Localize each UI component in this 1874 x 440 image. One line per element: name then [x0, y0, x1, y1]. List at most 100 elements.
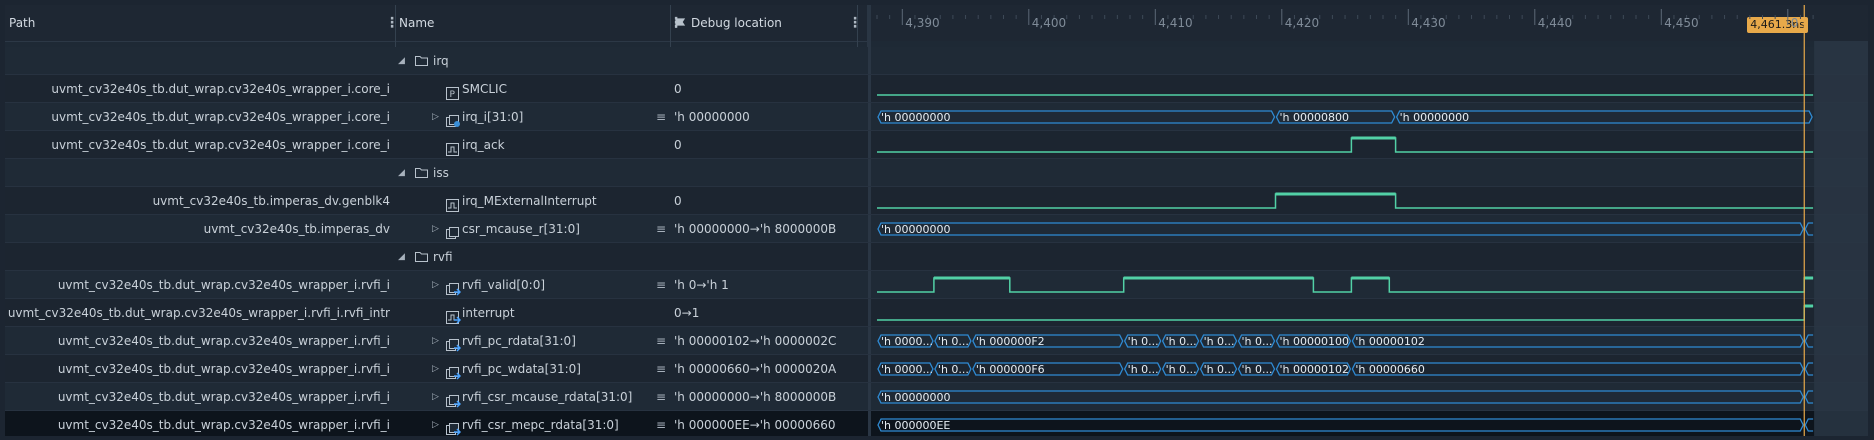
filter-icon[interactable]: ≡ — [656, 334, 667, 348]
signal-name-cell[interactable]: ▷ rvfi_csr_mcause_rdata[31:0] ≡ — [397, 383, 669, 411]
wave-pc-wdata-segment[interactable] — [1123, 362, 1162, 376]
ruler-tick-label: 4,390 — [905, 16, 939, 30]
waveform-scroll-edge[interactable] — [1814, 41, 1868, 436]
wave-pc-wdata-segment[interactable] — [1275, 362, 1352, 376]
signal-path: uvmt_cv32e40s_tb.dut_wrap.cv32e40s_wrapp… — [7, 306, 390, 320]
wave-pc-rdata-segment[interactable] — [1804, 334, 1814, 348]
wave-pc-rdata-segment[interactable] — [1123, 334, 1162, 348]
wave-csr-mcause-rdata-segment[interactable] — [1804, 390, 1814, 404]
signal-row[interactable]: uvmt_cv32e40s_tb.dut_wrap.cv32e40s_wrapp… — [5, 103, 868, 131]
wave-pc-wdata-segment[interactable] — [1237, 362, 1276, 376]
wave-pc-wdata-segment[interactable] — [877, 362, 934, 376]
wave-pc-wdata-segment[interactable] — [1351, 362, 1804, 376]
wave-pc-rdata-segment[interactable] — [1199, 334, 1238, 348]
filter-icon[interactable]: ≡ — [656, 418, 667, 432]
collapse-triangle-icon[interactable]: ◢ — [398, 168, 405, 178]
signal-name-cell[interactable]: P SMCLIC — [397, 75, 669, 103]
signal-row[interactable]: uvmt_cv32e40s_tb.dut_wrap.cv32e40s_wrapp… — [5, 327, 868, 355]
wave-csr-mcause-rdata-segment[interactable] — [877, 390, 1804, 404]
wave-pc-wdata-segment[interactable] — [1161, 362, 1200, 376]
signal-name: irq_i[31:0] — [462, 110, 524, 124]
wave-pc-wdata-segment[interactable] — [934, 362, 972, 376]
signal-row[interactable]: uvmt_cv32e40s_tb.dut_wrap.cv32e40s_wrapp… — [5, 271, 868, 299]
expand-triangle-icon[interactable]: ▷ — [432, 112, 439, 122]
debug-column-header[interactable]: Debug location — [691, 16, 782, 30]
wave-irq-i-value: 'h 00000000 — [1400, 111, 1469, 124]
wave-irq-i-value: 'h 00000000 — [881, 111, 950, 124]
filter-icon[interactable]: ≡ — [656, 278, 667, 292]
wave-pc-wdata-value: 'h 0... — [1204, 363, 1235, 376]
wave-pc-rdata-segment[interactable] — [972, 334, 1124, 348]
signal-name-cell[interactable]: irq_ack — [397, 131, 669, 159]
wave-pc-rdata-segment[interactable] — [1161, 334, 1200, 348]
signal-row[interactable]: uvmt_cv32e40s_tb.dut_wrap.cv32e40s_wrapp… — [5, 411, 868, 436]
wave-pc-rdata-value: 'h 0... — [938, 335, 969, 348]
filter-icon[interactable]: ≡ — [656, 390, 667, 404]
wave-irq-i-segment[interactable] — [877, 110, 1276, 124]
signal-name-cell[interactable]: ▷ rvfi_valid[0:0] ≡ — [397, 271, 669, 299]
name-column-header[interactable]: Name — [399, 16, 435, 30]
signal-row[interactable]: uvmt_cv32e40s_tb.dut_wrap.cv32e40s_wrapp… — [5, 131, 868, 159]
signal-row[interactable]: uvmt_cv32e40s_tb.imperas_dv.genblk4 irq_M… — [5, 187, 868, 215]
waveform-area[interactable]: 'h 00000000 'h 00000800 'h 00000000 'h 0000… — [871, 5, 1868, 436]
expand-triangle-icon[interactable]: ▷ — [432, 280, 439, 290]
wave-pc-rdata-value: 'h 0... — [1204, 335, 1235, 348]
signal-row[interactable]: uvmt_cv32e40s_tb.dut_wrap.cv32e40s_wrapp… — [5, 299, 868, 327]
collapse-triangle-icon[interactable]: ◢ — [398, 252, 405, 262]
debug-value: 0 — [674, 194, 682, 208]
wave-pc-rdata-segment[interactable] — [877, 334, 934, 348]
group-row-irq[interactable]: ◢ irq — [5, 47, 868, 75]
expand-triangle-icon[interactable]: ▷ — [432, 364, 439, 374]
waveform-row-bg — [871, 271, 1868, 299]
wave-mepc-rdata-segment[interactable] — [1804, 418, 1814, 432]
wave-irq-i-segment[interactable] — [1395, 110, 1813, 124]
filter-icon[interactable]: ≡ — [656, 110, 667, 124]
signal-path: uvmt_cv32e40s_tb.dut_wrap.cv32e40s_wrapp… — [57, 334, 390, 348]
filter-icon[interactable]: ≡ — [656, 362, 667, 376]
signal-name-cell[interactable]: ▷ rvfi_pc_rdata[31:0] ≡ — [397, 327, 669, 355]
waveform-row-bg — [871, 383, 1868, 411]
wave-pc-rdata-segment[interactable] — [1237, 334, 1276, 348]
expand-triangle-icon[interactable]: ▷ — [432, 336, 439, 346]
signal-name-cell[interactable]: interrupt — [397, 299, 669, 327]
wave-pc-rdata-segment[interactable] — [1275, 334, 1352, 348]
group-row-rvfi[interactable]: ◢ rvfi — [5, 243, 868, 271]
ruler-tick-label: 0 — [1791, 16, 1799, 30]
signal-path: uvmt_cv32e40s_tb.dut_wrap.cv32e40s_wrapp… — [57, 390, 390, 404]
signal-name-cell[interactable]: ▷ rvfi_csr_mepc_rdata[31:0] ≡ — [397, 411, 669, 436]
expand-triangle-icon[interactable]: ▷ — [432, 420, 439, 430]
debug-value: 'h 00000000→'h 8000000B — [674, 222, 837, 236]
path-column-menu-icon[interactable]: ⋮ — [385, 15, 399, 31]
expand-triangle-icon[interactable]: ▷ — [432, 224, 439, 234]
collapse-triangle-icon[interactable]: ◢ — [398, 56, 405, 66]
wave-csr-mcause-segment[interactable] — [877, 222, 1804, 236]
wave-pc-wdata-segment[interactable] — [972, 362, 1124, 376]
wave-pc-wdata-segment[interactable] — [1199, 362, 1238, 376]
group-row-iss[interactable]: ◢ iss — [5, 159, 868, 187]
signal-path: uvmt_cv32e40s_tb.dut_wrap.cv32e40s_wrapp… — [57, 418, 390, 432]
expand-triangle-icon[interactable]: ▷ — [432, 392, 439, 402]
waveform-row-bg — [871, 355, 1868, 383]
signal-row[interactable]: uvmt_cv32e40s_tb.dut_wrap.cv32e40s_wrapp… — [5, 75, 868, 103]
wave-csr-mcause-segment[interactable] — [1804, 222, 1814, 236]
filter-icon[interactable]: ≡ — [656, 222, 667, 236]
signal-name-cell[interactable]: ▷ irq_i[31:0] ≡ — [397, 103, 669, 131]
signal-row[interactable]: uvmt_cv32e40s_tb.imperas_dv ▷ csr_mcause_r… — [5, 215, 868, 243]
wave-pc-wdata-segment[interactable] — [1804, 362, 1814, 376]
signal-name-cell[interactable]: irq_MExternalInterrupt — [397, 187, 669, 215]
wave-irq-i-segment[interactable] — [1275, 110, 1396, 124]
cursor-time-label[interactable]: 4,461.3ns — [1747, 17, 1808, 33]
debug-column-menu-icon[interactable]: ⋮ — [848, 15, 862, 31]
wave-pc-rdata-segment[interactable] — [934, 334, 972, 348]
time-ruler[interactable]: 4,390 4,400 4,410 4,420 4,430 4,440 4,450 0 — [871, 5, 1868, 41]
waveform-canvas[interactable]: 'h 00000000 'h 00000800 'h 00000000 'h 0000… — [871, 5, 1868, 436]
signal-name-cell[interactable]: ▷ rvfi_pc_wdata[31:0] ≡ — [397, 355, 669, 383]
signal-name-cell[interactable]: ▷ csr_mcause_r[31:0] ≡ — [397, 215, 669, 243]
path-column-header[interactable]: Path — [9, 16, 36, 30]
wave-mepc-rdata-segment[interactable] — [877, 418, 1804, 432]
waveform-row-bg — [871, 103, 1868, 131]
signal-row[interactable]: uvmt_cv32e40s_tb.dut_wrap.cv32e40s_wrapp… — [5, 355, 868, 383]
wave-pc-rdata-segment[interactable] — [1351, 334, 1804, 348]
signal-row[interactable]: uvmt_cv32e40s_tb.dut_wrap.cv32e40s_wrapp… — [5, 383, 868, 411]
pane-splitter[interactable] — [867, 5, 871, 436]
